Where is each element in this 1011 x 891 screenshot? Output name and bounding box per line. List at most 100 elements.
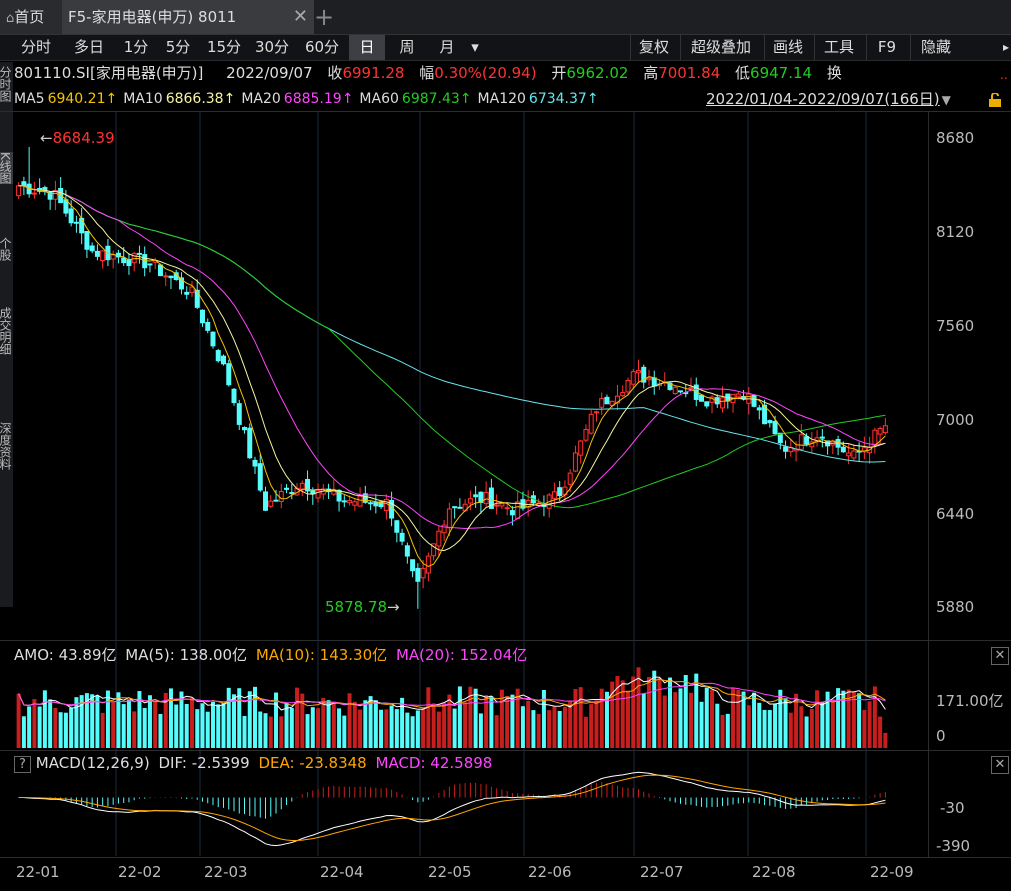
period-button-2[interactable]: 1分	[123, 38, 149, 56]
period-button-3[interactable]: 5分	[165, 38, 191, 56]
quote-date: 2022/09/07	[226, 64, 313, 82]
amo-axis-label: 171.00亿	[936, 692, 1004, 710]
amo-ma20-line	[18, 682, 886, 706]
candle-body	[777, 432, 783, 444]
candle-body	[215, 350, 221, 362]
side-tab-2[interactable]: 个股	[0, 237, 12, 261]
tab-industry-chart[interactable]: F5-家用电器(申万) 8011 ✕	[62, 0, 314, 34]
period-button-8[interactable]: 周	[399, 38, 415, 56]
candle-body	[635, 370, 641, 374]
dea-line	[18, 774, 886, 841]
high-label: 高	[643, 64, 659, 82]
toolbar-right-button-1[interactable]: 超级叠加	[680, 35, 761, 60]
amo-bar	[526, 700, 531, 748]
tab-home[interactable]: ⌂首页	[0, 0, 68, 34]
divider	[0, 750, 1011, 751]
close-value: 6991.28	[342, 64, 405, 82]
amo-bar	[657, 677, 662, 748]
side-tab-4[interactable]: 深度资料	[0, 422, 12, 470]
toolbar-right-button-0[interactable]: 复权	[630, 35, 677, 60]
date-range-selector[interactable]: 2022/01/04-2022/09/07(166日) ▼	[706, 87, 951, 111]
amo-bar	[846, 689, 851, 748]
chevron-down-icon: ▼	[941, 93, 951, 107]
amo-bar	[631, 676, 636, 748]
candle-body	[783, 446, 789, 452]
toolbar-right-button-4[interactable]: F9	[866, 35, 907, 60]
candle-body	[467, 498, 473, 504]
amo-bar	[473, 688, 478, 748]
amo-bar	[867, 701, 872, 748]
period-button-0[interactable]: 分时	[20, 38, 51, 56]
candle-body	[178, 277, 184, 290]
side-tab-0[interactable]: 分时图	[0, 66, 12, 102]
amo-bar	[221, 702, 226, 748]
amo-bar	[247, 691, 252, 748]
toolbar-right-button-3[interactable]: 工具	[814, 35, 863, 60]
toolbar-right-button-5[interactable]: 隐藏	[910, 35, 961, 60]
amo-bar	[541, 689, 546, 748]
amo-bar	[689, 692, 694, 748]
candle-body	[720, 397, 726, 409]
price-axis-label: 7560	[936, 317, 975, 335]
price-axis-label: 7000	[936, 411, 975, 429]
candle-body	[305, 478, 311, 492]
amo-bar	[694, 673, 699, 748]
lock-icon[interactable]	[987, 92, 1003, 111]
amo-bar	[32, 699, 37, 748]
amo-bar	[788, 712, 793, 748]
amo-bar	[48, 699, 53, 748]
candle-body	[341, 500, 347, 503]
amo-bar	[263, 713, 268, 748]
amo-bar	[752, 692, 757, 748]
help-icon[interactable]: ?	[14, 756, 31, 773]
price-axis-label: 6440	[936, 505, 975, 523]
close-amo-panel-button[interactable]: ✕	[991, 647, 1009, 665]
candle-body	[52, 190, 58, 200]
amo-bar	[153, 700, 158, 748]
period-button-6[interactable]: 60分	[304, 38, 340, 56]
amo-bar	[326, 700, 331, 748]
period-button-1[interactable]: 多日	[73, 38, 104, 56]
amo-bar	[599, 688, 604, 748]
candle-body	[441, 524, 447, 534]
toolbar-right-button-2[interactable]: 画线	[764, 35, 811, 60]
amo-bar	[615, 676, 620, 748]
close-macd-panel-button[interactable]: ✕	[991, 756, 1009, 774]
open-value: 6962.02	[566, 64, 629, 82]
ma-label-1: MA10	[123, 91, 163, 107]
amo-bar	[168, 688, 173, 748]
ma-label-3: MA60	[359, 91, 399, 107]
period-button-4[interactable]: 15分	[206, 38, 242, 56]
turnover-label: 换	[826, 64, 842, 82]
amo-bar	[636, 667, 641, 748]
candle-body	[347, 500, 353, 504]
amo-bar	[452, 708, 457, 748]
amo-bar	[589, 704, 594, 748]
period-dropdown-icon[interactable]: ▾	[471, 38, 479, 56]
period-button-5[interactable]: 30分	[254, 38, 290, 56]
candle-body	[357, 495, 363, 507]
candle-body	[368, 502, 374, 505]
add-tab-button[interactable]: +	[314, 3, 335, 31]
candle-body	[210, 331, 216, 347]
side-tab-1[interactable]: K线图	[0, 152, 13, 184]
amo-bar	[851, 692, 856, 748]
candle-body	[499, 503, 505, 507]
amo-bar	[226, 687, 231, 748]
candle-body	[767, 420, 773, 424]
candle-body	[147, 263, 153, 266]
amo-bar	[174, 704, 179, 748]
candle-body	[630, 371, 636, 385]
period-button-7[interactable]: 日	[349, 35, 385, 60]
quote-info-bar: 801110.SI[家用电器(申万)] 2022/09/07 收6991.28 …	[14, 61, 842, 85]
period-button-9[interactable]: 月	[439, 38, 455, 56]
amo-bar	[37, 706, 42, 748]
close-icon[interactable]: ✕	[292, 6, 308, 27]
candle-body	[567, 472, 573, 485]
high-value: 7001.84	[658, 64, 721, 82]
macd-histogram	[23, 782, 886, 819]
amo-bar	[741, 691, 746, 748]
amo-bar	[499, 689, 504, 748]
side-tab-3[interactable]: 成交明细	[0, 307, 12, 355]
